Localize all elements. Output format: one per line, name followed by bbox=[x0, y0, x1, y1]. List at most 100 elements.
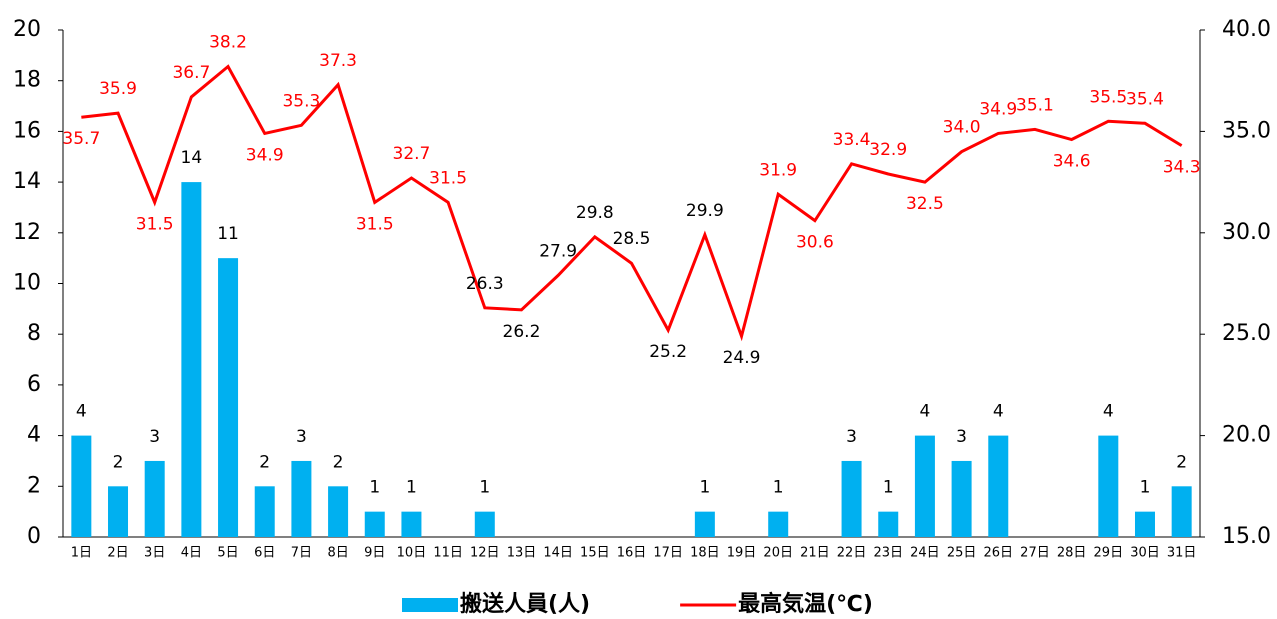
bar-label: 2 bbox=[113, 452, 124, 472]
bar-label: 14 bbox=[181, 148, 203, 168]
bar-label: 4 bbox=[76, 402, 87, 422]
bar bbox=[1098, 435, 1119, 537]
line-label: 30.6 bbox=[796, 233, 834, 253]
x-tick-label: 31日 bbox=[1167, 546, 1197, 561]
bar-label: 4 bbox=[993, 402, 1004, 422]
bar-label: 1 bbox=[1140, 478, 1151, 498]
legend-label: 搬送人員(人) bbox=[460, 591, 590, 617]
line-label: 32.5 bbox=[906, 194, 944, 214]
bar-label: 3 bbox=[956, 427, 967, 447]
x-tick-label: 19日 bbox=[727, 546, 757, 561]
x-tick-label: 27日 bbox=[1020, 546, 1050, 561]
bar bbox=[364, 511, 385, 537]
bar bbox=[914, 435, 935, 537]
x-tick-label: 1日 bbox=[71, 546, 92, 561]
x-tick-label: 15日 bbox=[580, 546, 610, 561]
x-tick-label: 25日 bbox=[947, 546, 977, 561]
line-label: 29.9 bbox=[686, 201, 724, 221]
x-tick-label: 6日 bbox=[254, 546, 275, 561]
x-tick-label: 30日 bbox=[1130, 546, 1160, 561]
line-label: 35.3 bbox=[282, 91, 320, 111]
bar-label: 4 bbox=[920, 402, 931, 422]
bar bbox=[1134, 511, 1155, 537]
x-tick-label: 23日 bbox=[873, 546, 903, 561]
line-label: 27.9 bbox=[539, 241, 577, 261]
bar bbox=[768, 511, 789, 537]
x-tick-label: 28日 bbox=[1057, 546, 1087, 561]
line bbox=[81, 64, 1183, 342]
bar bbox=[474, 511, 495, 537]
bar-label: 3 bbox=[846, 427, 857, 447]
line-label: 28.5 bbox=[613, 229, 651, 249]
bar bbox=[144, 460, 165, 537]
bar-label: 3 bbox=[296, 427, 307, 447]
line-label: 36.7 bbox=[172, 63, 210, 83]
line-label: 31.5 bbox=[136, 214, 174, 234]
line-label: 33.4 bbox=[833, 130, 871, 150]
y-tick-label: 12 bbox=[13, 220, 41, 245]
bar bbox=[841, 460, 862, 537]
line-label: 32.7 bbox=[393, 144, 431, 164]
line-label: 34.6 bbox=[1053, 152, 1091, 172]
y-tick-label: 10 bbox=[13, 271, 41, 296]
y-tick-label: 0 bbox=[27, 524, 41, 549]
x-tick-label: 5日 bbox=[217, 546, 238, 561]
line-label: 31.9 bbox=[759, 160, 797, 180]
line-label: 26.3 bbox=[466, 274, 504, 294]
line-label: 31.5 bbox=[356, 214, 394, 234]
y-tick-label: 14 bbox=[13, 169, 41, 194]
bar-label: 2 bbox=[259, 452, 270, 472]
bar bbox=[328, 486, 349, 537]
y2-tick-label: 25.0 bbox=[1222, 321, 1271, 346]
line-label: 25.2 bbox=[649, 342, 687, 362]
y2-tick-label: 40.0 bbox=[1222, 17, 1271, 42]
line-label: 31.5 bbox=[429, 168, 467, 188]
x-tick-label: 8日 bbox=[327, 546, 348, 561]
y2-tick-label: 20.0 bbox=[1222, 423, 1271, 448]
line-label: 35.5 bbox=[1089, 87, 1127, 107]
x-tick-label: 11日 bbox=[433, 546, 463, 561]
y-tick-label: 16 bbox=[13, 118, 41, 143]
x-tick-label: 16日 bbox=[617, 546, 647, 561]
x-tick-label: 2日 bbox=[107, 546, 128, 561]
bar-label: 1 bbox=[406, 478, 417, 498]
line-label: 24.9 bbox=[723, 348, 761, 368]
bar bbox=[1171, 486, 1192, 537]
line-label: 34.9 bbox=[246, 145, 284, 165]
x-tick-label: 14日 bbox=[543, 546, 573, 561]
bar-label: 1 bbox=[369, 478, 380, 498]
bar-label: 1 bbox=[699, 478, 710, 498]
bar bbox=[878, 511, 899, 537]
y2-tick-label: 35.0 bbox=[1222, 118, 1271, 143]
line-label: 38.2 bbox=[209, 33, 247, 53]
x-tick-label: 22日 bbox=[837, 546, 867, 561]
bar bbox=[951, 460, 972, 537]
x-tick-label: 9日 bbox=[364, 546, 385, 561]
line-label: 37.3 bbox=[319, 51, 357, 71]
y-tick-label: 6 bbox=[27, 372, 41, 397]
bar-label: 2 bbox=[333, 452, 344, 472]
x-tick-label: 18日 bbox=[690, 546, 720, 561]
y-tick-label: 8 bbox=[27, 321, 41, 346]
y-tick-label: 2 bbox=[27, 473, 41, 498]
bar bbox=[254, 486, 275, 537]
bar-label: 1 bbox=[773, 478, 784, 498]
bar bbox=[218, 258, 239, 537]
x-tick-label: 12日 bbox=[470, 546, 500, 561]
x-tick-label: 17日 bbox=[653, 546, 683, 561]
bar bbox=[71, 435, 92, 537]
line-label: 35.7 bbox=[62, 129, 100, 149]
line-label: 34.0 bbox=[943, 118, 981, 138]
bar bbox=[291, 460, 312, 537]
x-tick-label: 3日 bbox=[144, 546, 165, 561]
bar-label: 11 bbox=[217, 224, 239, 244]
x-tick-label: 26日 bbox=[984, 546, 1014, 561]
y-tick-label: 4 bbox=[27, 423, 41, 448]
line-label: 26.2 bbox=[503, 322, 541, 342]
x-tick-label: 20日 bbox=[763, 546, 793, 561]
y2-tick-label: 30.0 bbox=[1222, 220, 1271, 245]
bar-label: 4 bbox=[1103, 402, 1114, 422]
bar-label: 3 bbox=[149, 427, 160, 447]
x-tick-label: 13日 bbox=[507, 546, 537, 561]
